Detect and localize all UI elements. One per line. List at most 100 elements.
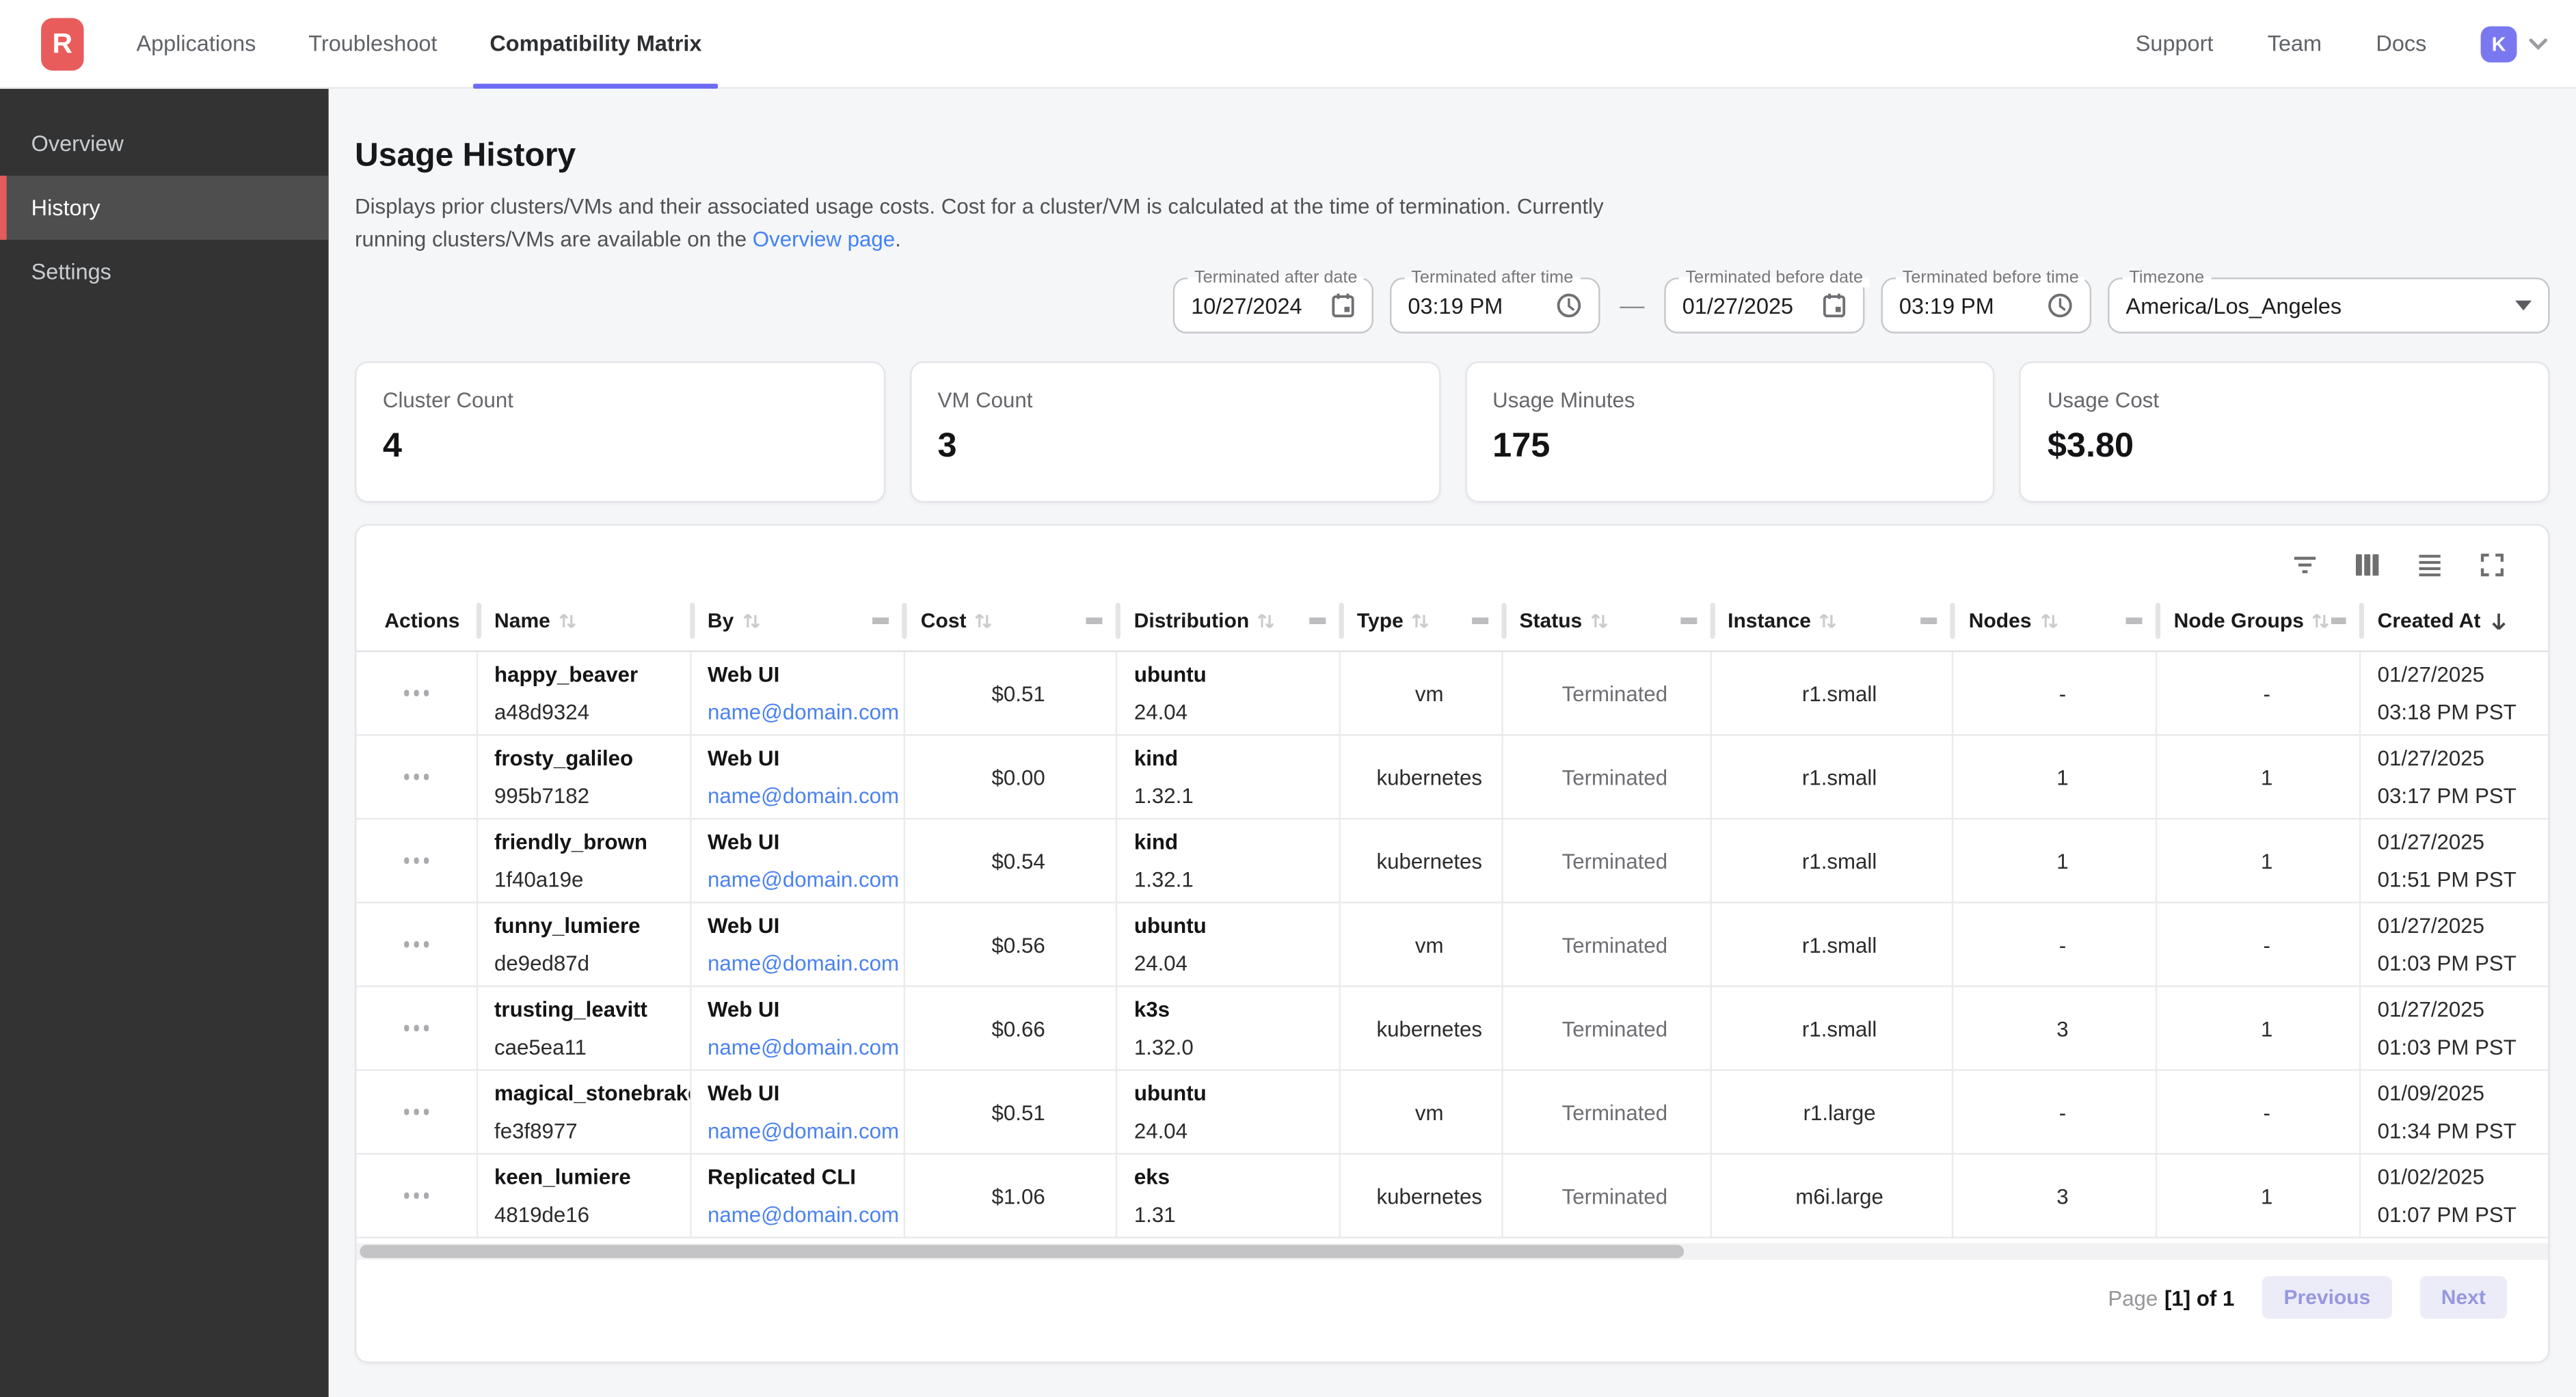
by-email-link[interactable]: name@domain.com	[707, 1118, 899, 1143]
calendar-icon[interactable]	[1822, 293, 1847, 318]
table-horizontal-scrollbar-track[interactable]	[356, 1243, 2549, 1260]
nodes-value: -	[2058, 932, 2067, 957]
nav-link-team[interactable]: Team	[2267, 31, 2322, 56]
row-actions-button[interactable]	[397, 683, 435, 703]
filter-field-timezone[interactable]: Timezone America/Los_Angeles	[2108, 267, 2550, 334]
column-drag-handle[interactable]	[2331, 617, 2346, 625]
filter-field-terminated-after-date[interactable]: Terminated after date 10/27/2024	[1172, 267, 1373, 334]
column-header-instance[interactable]: Instance	[1711, 591, 1956, 651]
columns-icon[interactable]	[2354, 552, 2380, 578]
filter-icon[interactable]	[2292, 552, 2318, 578]
sort-icon[interactable]	[1256, 610, 1277, 633]
by-email-link[interactable]: name@domain.com	[707, 867, 899, 892]
sidebar-item-overview[interactable]: Overview	[31, 131, 124, 157]
sort-icon[interactable]	[740, 610, 762, 633]
sort-icon[interactable]	[556, 610, 578, 633]
column-header-status[interactable]: Status	[1503, 591, 1715, 651]
column-header-created-at[interactable]: Created At	[2361, 591, 2548, 651]
column-drag-handle[interactable]	[1086, 617, 1103, 625]
distribution-version: 24.04	[1133, 699, 1188, 724]
row-actions-button[interactable]	[397, 1102, 435, 1122]
avatar[interactable]: K	[2480, 25, 2517, 62]
row-actions-button[interactable]	[397, 1018, 435, 1037]
column-header-distribution[interactable]: Distribution	[1118, 591, 1344, 651]
stat-card-label: Usage Cost	[2047, 388, 2160, 413]
nav-link-docs[interactable]: Docs	[2376, 31, 2427, 56]
column-header-actions[interactable]: Actions	[356, 591, 481, 651]
sidebar-item-history[interactable]: History	[0, 176, 329, 240]
by-email-link[interactable]: name@domain.com	[707, 699, 899, 724]
nav-tab-applications[interactable]: Applications	[136, 31, 256, 56]
column-header-name[interactable]: Name	[478, 591, 695, 651]
dot	[423, 1025, 429, 1031]
table-row: happy_beaver a48d9324 Web UI name@domain.co…	[356, 652, 2549, 736]
table-horizontal-scrollbar-thumb[interactable]	[360, 1245, 1685, 1258]
column-drag-handle[interactable]	[1921, 617, 1938, 625]
dropdown-icon[interactable]	[2515, 300, 2532, 311]
column-drag-handle[interactable]	[1309, 617, 1326, 625]
by-email-link[interactable]: name@domain.com	[707, 951, 899, 976]
sort-icon[interactable]	[2311, 610, 2332, 633]
replicated-logo[interactable]: R	[41, 17, 84, 70]
chevron-down-icon[interactable]	[2528, 37, 2548, 50]
column-drag-handle[interactable]	[1680, 617, 1697, 625]
filter-field-terminated-before-time[interactable]: Terminated before time 03:19 PM	[1881, 267, 2092, 334]
next-page-button[interactable]: Next	[2419, 1276, 2508, 1319]
instance-value: r1.small	[1801, 932, 1877, 957]
cell-by: Web UI name@domain.com	[691, 652, 904, 735]
cell-type: vm	[1341, 1070, 1503, 1153]
page-description-period: .	[895, 226, 901, 252]
previous-page-button[interactable]: Previous	[2262, 1276, 2392, 1319]
page-indicator-value: [1] of 1	[2164, 1285, 2235, 1310]
cell-instance: r1.small	[1711, 819, 1953, 902]
nav-link-support[interactable]: Support	[2135, 31, 2214, 56]
column-drag-handle[interactable]	[1471, 617, 1488, 625]
by-email-link[interactable]: name@domain.com	[707, 783, 899, 809]
column-header-node-groups[interactable]: Node Groups	[2158, 591, 2365, 651]
node-groups-value: -	[2263, 681, 2270, 706]
column-header-nodes[interactable]: Nodes	[1953, 591, 2161, 651]
clock-icon[interactable]	[2047, 293, 2073, 318]
density-icon[interactable]	[2417, 552, 2443, 578]
by-email-link[interactable]: name@domain.com	[707, 1034, 899, 1059]
node-groups-value: 1	[2260, 1183, 2273, 1208]
created-date: 01/27/2025	[2377, 996, 2485, 1022]
row-actions-button[interactable]	[397, 935, 435, 954]
created-time: 01:34 PM PST	[2377, 1118, 2517, 1143]
cell-node-groups: -	[2158, 1070, 2361, 1153]
filter-field-terminated-after-time[interactable]: Terminated after time 03:19 PM	[1389, 267, 1600, 334]
sort-icon[interactable]	[1410, 610, 1431, 633]
cluster-id: fe3f8977	[494, 1118, 578, 1143]
sort-icon[interactable]	[1589, 610, 1610, 633]
by-source: Web UI	[707, 913, 780, 938]
sort-desc-icon[interactable]	[2487, 608, 2510, 633]
nav-tab-compatibility-matrix[interactable]: Compatibility Matrix	[473, 0, 719, 88]
column-header-by[interactable]: By	[691, 591, 908, 651]
by-email-link[interactable]: name@domain.com	[707, 1202, 899, 1228]
user-menu[interactable]: K	[2480, 25, 2549, 62]
overview-page-link[interactable]: Overview page	[752, 226, 896, 252]
sort-icon[interactable]	[2038, 610, 2059, 633]
sort-icon[interactable]	[973, 610, 994, 633]
nav-tab-troubleshoot[interactable]: Troubleshoot	[308, 31, 438, 56]
row-actions-button[interactable]	[397, 851, 435, 870]
cluster-name: happy_beaver	[494, 662, 639, 687]
sort-icon[interactable]	[1818, 610, 1839, 633]
cell-nodes: 1	[1953, 819, 2158, 902]
column-header-label: Cost	[920, 609, 967, 633]
by-source: Web UI	[707, 745, 780, 771]
column-drag-handle[interactable]	[873, 617, 890, 625]
sidebar-item-settings[interactable]: Settings	[31, 259, 111, 284]
clock-icon[interactable]	[1556, 293, 1582, 318]
column-header-type[interactable]: Type	[1341, 591, 1507, 651]
row-actions-button[interactable]	[397, 768, 435, 787]
fullscreen-icon[interactable]	[2479, 552, 2505, 578]
by-source: Web UI	[707, 662, 780, 687]
column-header-cost[interactable]: Cost	[904, 591, 1121, 651]
calendar-icon[interactable]	[1330, 293, 1355, 318]
filter-field-terminated-before-date[interactable]: Terminated before date 01/27/2025	[1664, 267, 1870, 334]
distribution-version: 1.32.1	[1133, 867, 1194, 892]
row-actions-button[interactable]	[397, 1186, 435, 1206]
column-drag-handle[interactable]	[2125, 617, 2143, 625]
cell-name: trusting_leavitt cae5ea11	[478, 987, 691, 1070]
